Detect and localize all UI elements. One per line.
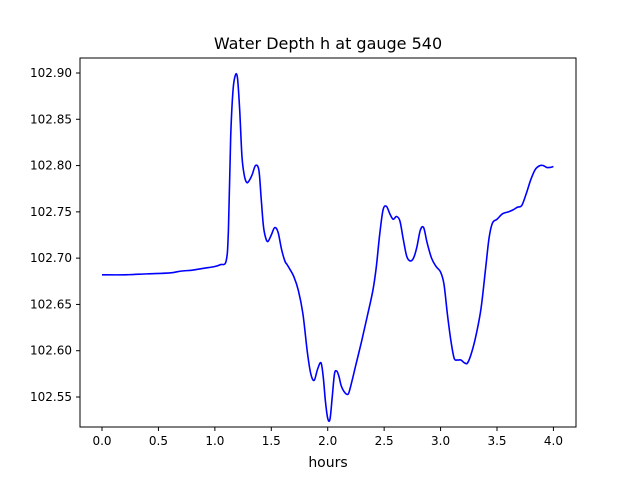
series-line bbox=[102, 72, 554, 423]
x-tick-label: 1.5 bbox=[262, 434, 281, 448]
x-tick-label: 0.0 bbox=[92, 434, 111, 448]
chart-title: Water Depth h at gauge 540 bbox=[214, 34, 442, 53]
x-tick-label: 2.5 bbox=[375, 434, 394, 448]
y-tick-label: 102.55 bbox=[30, 390, 72, 404]
y-tick-label: 102.90 bbox=[30, 66, 72, 80]
x-tick-label: 3.5 bbox=[487, 434, 506, 448]
y-tick-label: 102.60 bbox=[30, 344, 72, 358]
y-tick-label: 102.80 bbox=[30, 159, 72, 173]
x-tick-label: 2.0 bbox=[318, 434, 337, 448]
plot-area: 0.0 0.5 1.0 1.5 2.0 2.5 3.0 3.5 4.0 102.55 102.60 1… bbox=[30, 57, 577, 448]
x-tick-label: 0.5 bbox=[149, 434, 168, 448]
y-tick-label: 102.85 bbox=[30, 112, 72, 126]
x-tick-label: 1.0 bbox=[205, 434, 224, 448]
x-tick-label: 3.0 bbox=[431, 434, 450, 448]
x-tick-label: 4.0 bbox=[544, 434, 563, 448]
y-tick-label: 102.70 bbox=[30, 251, 72, 265]
x-axis-label: hours bbox=[308, 455, 347, 471]
y-tick-label: 102.75 bbox=[30, 205, 72, 219]
axes-frame bbox=[79, 57, 577, 428]
y-tick-label: 102.65 bbox=[30, 297, 72, 311]
